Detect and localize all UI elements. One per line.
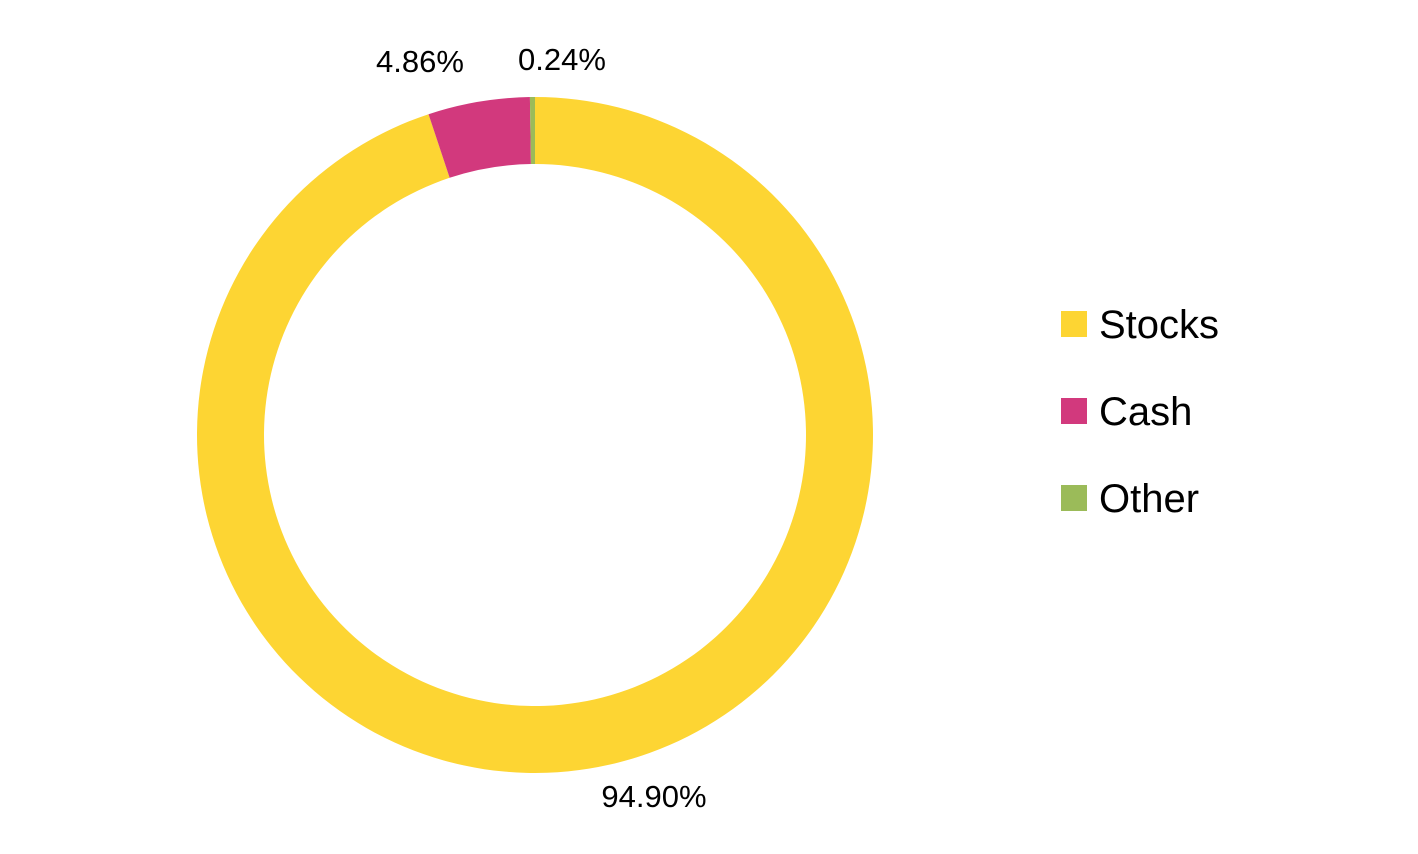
data-label-other: 0.24% [518,42,606,77]
legend: Stocks Cash Other [1061,303,1219,521]
legend-label-stocks: Stocks [1099,303,1219,347]
legend-label-other: Other [1099,477,1199,521]
data-label-cash: 4.86% [376,44,464,79]
slice-stocks [197,97,873,773]
legend-swatch-cash [1061,398,1087,424]
donut-slices [197,97,873,773]
slice-other [529,97,535,165]
data-labels: 94.90% 4.86% 0.24% [376,42,707,814]
data-label-stocks: 94.90% [601,779,706,814]
legend-swatch-other [1061,485,1087,511]
legend-label-cash: Cash [1099,390,1192,434]
legend-swatch-stocks [1061,311,1087,337]
slice-cash [428,97,531,178]
